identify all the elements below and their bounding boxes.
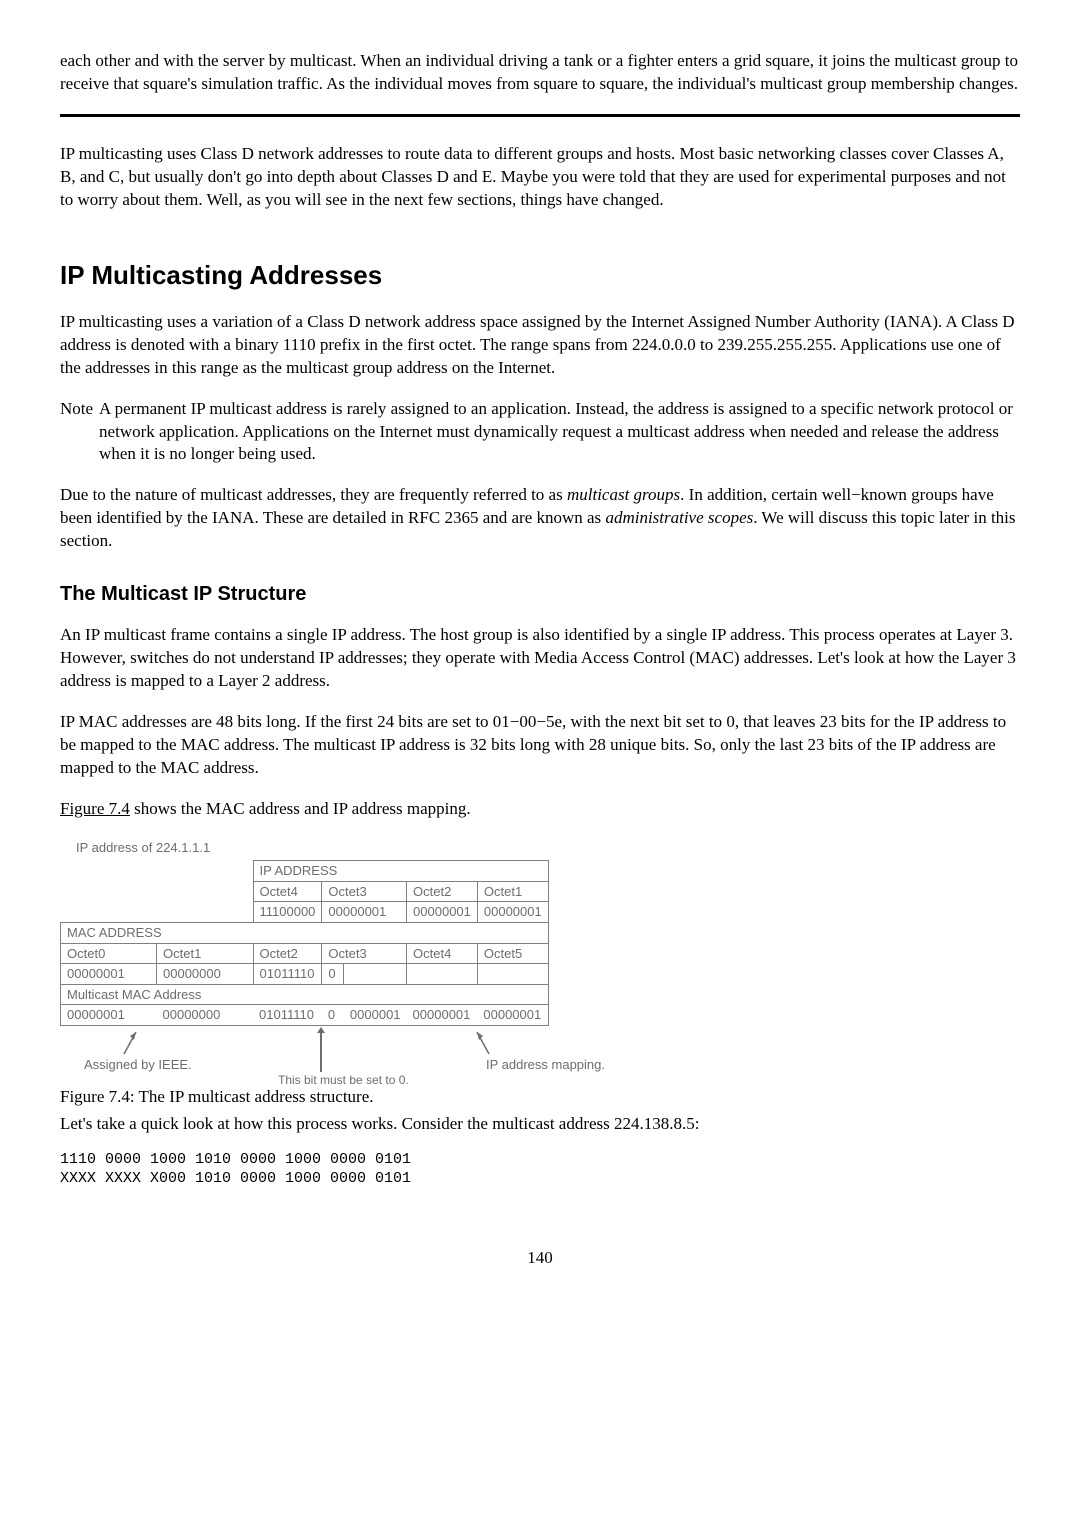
- body-paragraph: IP MAC addresses are 48 bits long. If th…: [60, 711, 1020, 780]
- table-header: IP ADDRESS: [253, 861, 548, 882]
- table-cell: 0000001: [344, 1005, 407, 1026]
- table-cell: Octet1: [157, 943, 254, 964]
- ip-address-table: IP ADDRESS Octet4 Octet3 Octet2 Octet1 1…: [60, 860, 549, 1025]
- table-cell: Octet4: [253, 881, 322, 902]
- body-paragraph: each other and with the server by multic…: [60, 50, 1020, 96]
- arrow-icon: [120, 1030, 140, 1056]
- page-number: 140: [60, 1247, 1020, 1270]
- note-label: Note: [60, 398, 99, 467]
- figure-link[interactable]: Figure 7.4: [60, 799, 130, 818]
- annotation-label: IP address mapping.: [486, 1056, 605, 1074]
- section-heading: IP Multicasting Addresses: [60, 258, 1020, 293]
- body-paragraph: Due to the nature of multicast addresses…: [60, 484, 1020, 553]
- note-body: A permanent IP multicast address is rare…: [99, 398, 1020, 467]
- table-cell: 00000001: [477, 1005, 548, 1026]
- table-cell: 11100000: [253, 902, 322, 923]
- body-paragraph: An IP multicast frame contains a single …: [60, 624, 1020, 693]
- arrow-icon: [473, 1030, 493, 1056]
- table-cell: 0: [322, 964, 344, 985]
- italic-term: administrative scopes: [605, 508, 753, 527]
- table-header: MAC ADDRESS: [61, 922, 549, 943]
- table-header: Multicast MAC Address: [61, 984, 549, 1005]
- table-cell: 00000001: [61, 1005, 157, 1026]
- table-cell: [407, 964, 478, 985]
- table-cell: [344, 964, 407, 985]
- divider: [60, 114, 1020, 117]
- table-cell: Octet2: [253, 943, 322, 964]
- italic-term: multicast groups: [567, 485, 680, 504]
- table-cell: 00000001: [407, 902, 478, 923]
- note-block: Note A permanent IP multicast address is…: [60, 398, 1020, 467]
- figure: IP address of 224.1.1.1 IP ADDRESS Octet…: [60, 839, 605, 1084]
- body-paragraph: IP multicasting uses a variation of a Cl…: [60, 311, 1020, 380]
- table-cell: Octet4: [407, 943, 478, 964]
- table-cell: 00000000: [157, 964, 254, 985]
- table-cell: Octet0: [61, 943, 157, 964]
- table-cell: 00000001: [61, 964, 157, 985]
- table-cell: Octet5: [477, 943, 548, 964]
- table-cell: 01011110: [253, 964, 322, 985]
- table-cell: 01011110: [253, 1005, 322, 1026]
- table-cell: 00000001: [322, 902, 407, 923]
- figure-annotations: Assigned by IEEE. IP address mapping. Th…: [60, 1026, 605, 1084]
- body-paragraph: Let's take a quick look at how this proc…: [60, 1113, 1020, 1136]
- table-cell: Octet2: [407, 881, 478, 902]
- text-run: shows the MAC address and IP address map…: [130, 799, 471, 818]
- subsection-heading: The Multicast IP Structure: [60, 581, 1020, 608]
- table-cell: 00000001: [477, 902, 548, 923]
- table-cell: Octet1: [477, 881, 548, 902]
- body-paragraph: Figure 7.4 shows the MAC address and IP …: [60, 798, 1020, 821]
- table-cell: [477, 964, 548, 985]
- figure-caption: Figure 7.4: The IP multicast address str…: [60, 1086, 1020, 1109]
- table-cell: 00000000: [157, 1005, 254, 1026]
- body-paragraph: IP multicasting uses Class D network add…: [60, 143, 1020, 212]
- text-run: Due to the nature of multicast addresses…: [60, 485, 567, 504]
- table-cell: Octet3: [322, 943, 407, 964]
- annotation-label: Assigned by IEEE.: [84, 1056, 192, 1074]
- figure-title: IP address of 224.1.1.1: [76, 839, 605, 857]
- code-block: 1110 0000 1000 1010 0000 1000 0000 0101 …: [60, 1150, 1020, 1189]
- table-cell: Octet3: [322, 881, 407, 902]
- table-cell: 0: [322, 1005, 344, 1026]
- arrow-icon: [320, 1028, 322, 1072]
- table-cell: 00000001: [407, 1005, 478, 1026]
- annotation-label: This bit must be set to 0.: [278, 1072, 409, 1088]
